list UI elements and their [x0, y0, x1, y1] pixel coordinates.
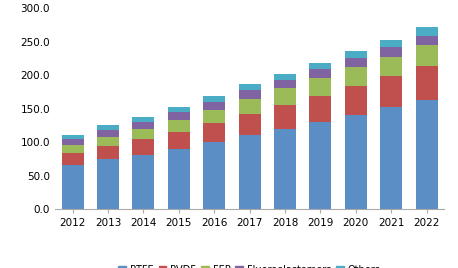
Bar [415, 45, 437, 66]
Bar [97, 130, 119, 137]
Bar [274, 80, 296, 88]
Bar [97, 125, 119, 130]
Bar [345, 51, 367, 58]
Bar [380, 39, 402, 47]
Legend: PTFE, PVDF, FEP, Fluoroelastomers, Others: PTFE, PVDF, FEP, Fluoroelastomers, Other… [118, 264, 382, 268]
Bar [380, 76, 402, 107]
Bar [345, 86, 367, 115]
Bar [274, 88, 296, 105]
Bar [62, 139, 84, 145]
Bar [62, 135, 84, 139]
Bar [310, 69, 332, 78]
Bar [274, 129, 296, 209]
Bar [97, 146, 119, 159]
Bar [168, 112, 190, 120]
Bar [132, 117, 154, 122]
Bar [274, 105, 296, 129]
Bar [168, 106, 190, 112]
Bar [239, 114, 261, 135]
Bar [132, 155, 154, 209]
Bar [239, 135, 261, 209]
Bar [203, 142, 225, 209]
Bar [168, 132, 190, 149]
Bar [62, 145, 84, 153]
Bar [203, 110, 225, 123]
Bar [239, 91, 261, 99]
Bar [239, 99, 261, 114]
Bar [132, 129, 154, 139]
Bar [203, 123, 225, 142]
Bar [168, 149, 190, 209]
Bar [415, 35, 437, 45]
Bar [132, 139, 154, 155]
Bar [345, 67, 367, 86]
Bar [62, 153, 84, 165]
Bar [380, 57, 402, 76]
Bar [132, 122, 154, 129]
Bar [310, 96, 332, 122]
Bar [415, 28, 437, 35]
Bar [203, 96, 225, 102]
Bar [97, 137, 119, 146]
Bar [62, 165, 84, 209]
Bar [415, 66, 437, 100]
Bar [345, 115, 367, 209]
Bar [168, 120, 190, 132]
Bar [310, 79, 332, 96]
Bar [239, 84, 261, 91]
Bar [274, 74, 296, 80]
Bar [310, 63, 332, 69]
Bar [310, 122, 332, 209]
Bar [380, 47, 402, 57]
Bar [345, 58, 367, 67]
Bar [380, 107, 402, 209]
Bar [97, 159, 119, 209]
Bar [203, 102, 225, 110]
Bar [415, 100, 437, 209]
